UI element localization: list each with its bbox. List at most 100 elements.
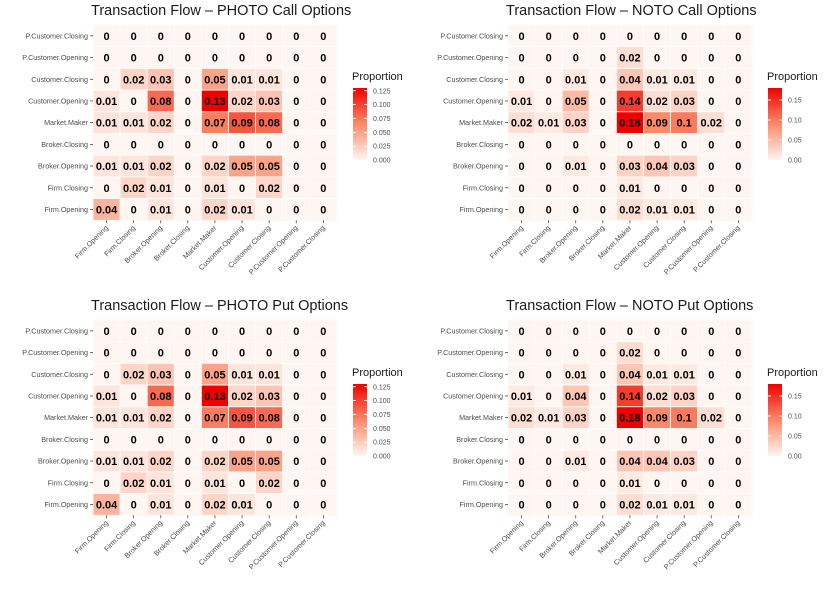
cell-value-label: 0: [600, 499, 606, 511]
cell-value-label: 0: [239, 53, 245, 65]
heatmap-panel-3: Transaction Flow – PHOTO Put Options 0 0 0 0…: [22, 298, 403, 571]
cell-value-label: 0: [681, 434, 687, 446]
cell-value-label: 0: [708, 434, 714, 446]
cell-value-label: 0: [103, 478, 109, 490]
cell-value-label: 0: [518, 499, 524, 511]
cell-value-label: 0: [573, 326, 579, 338]
cell-value-label: 0: [600, 96, 606, 108]
cell-value-label: 0: [293, 96, 299, 108]
cell-value-label: 0: [212, 326, 218, 338]
cell-value-label: 0: [185, 96, 191, 108]
colorbar-legend: Proportion 0.15 0.10 0.05 0.00: [767, 367, 818, 461]
legend-title: Proportion: [767, 367, 818, 379]
x-tick-label: P.Customer.Closing: [276, 223, 327, 274]
cell-value-label: 0.01: [150, 183, 171, 195]
cell-value-label: 0: [185, 53, 191, 65]
cell-value-label: 0.02: [619, 499, 640, 511]
cell-value-label: 0: [320, 478, 326, 490]
cell-value-label: 0: [600, 413, 606, 425]
cell-value-label: 0: [708, 391, 714, 403]
cell-value-label: 0: [212, 348, 218, 360]
cell-value-label: 0.01: [258, 369, 279, 381]
y-tick-label: Market.Maker: [459, 413, 504, 422]
cell-value-label: 0: [131, 204, 137, 216]
cell-value-label: 0.02: [123, 369, 144, 381]
chart-title: Transaction Flow – NOTO Put Options: [506, 298, 753, 314]
cell-value-label: 0: [293, 413, 299, 425]
cell-value-label: 0: [518, 369, 524, 381]
colorbar-gradient: [768, 88, 782, 160]
cell-value-label: 0.01: [204, 183, 225, 195]
cell-value-label: 0: [600, 204, 606, 216]
cell-value-label: 0: [131, 31, 137, 43]
cell-value-label: 0: [185, 139, 191, 151]
x-tick-label: P.Customer.Opening: [662, 518, 715, 571]
cell-value-label: 0: [735, 118, 741, 130]
cell-value-label: 0.01: [150, 478, 171, 490]
cell-value-label: 0.01: [123, 161, 144, 173]
cell-value-label: 0: [735, 204, 741, 216]
colorbar-tick-label: 0.050: [373, 426, 391, 433]
cell-value-label: 0: [708, 53, 714, 65]
y-tick-label: P.Customer.Opening: [22, 348, 88, 357]
cell-value-label: 0: [600, 183, 606, 195]
cell-value-label: 0.01: [511, 96, 532, 108]
cell-value-label: 0: [320, 456, 326, 468]
cell-value-label: 0: [681, 348, 687, 360]
cell-value-label: 0.05: [258, 161, 279, 173]
cell-value-label: 0: [573, 434, 579, 446]
cell-value-label: 0: [573, 139, 579, 151]
colorbar-tick-label: 0.075: [373, 412, 391, 419]
cell-value-label: 0: [320, 348, 326, 360]
y-tick-label: Market.Maker: [44, 413, 89, 422]
cell-value-label: 0: [212, 53, 218, 65]
y-tick-label: Broker.Closing: [41, 435, 88, 444]
cell-value-label: 0: [293, 499, 299, 511]
cell-value-label: 0: [293, 391, 299, 403]
cell-value-label: 0.13: [204, 96, 225, 108]
legend-title: Proportion: [352, 71, 403, 83]
cell-value-label: 0: [735, 31, 741, 43]
cell-value-label: 0: [293, 183, 299, 195]
cell-value-label: 0: [320, 369, 326, 381]
cell-value-label: 0.02: [701, 413, 722, 425]
cell-value-label: 0.01: [565, 369, 586, 381]
cell-value-label: 0: [131, 434, 137, 446]
cell-value-label: 0: [185, 326, 191, 338]
cell-value-label: 0: [239, 139, 245, 151]
cell-value-label: 0: [239, 326, 245, 338]
cell-value-label: 0.01: [646, 204, 667, 216]
cell-value-label: 0: [518, 74, 524, 86]
cell-value-label: 0: [266, 204, 272, 216]
cell-value-label: 0: [185, 348, 191, 360]
y-tick-label: P.Customer.Opening: [22, 53, 88, 62]
cell-value-label: 0: [103, 326, 109, 338]
cell-value-label: 0: [185, 118, 191, 130]
colorbar-tick-label: 0.025: [373, 440, 391, 447]
cell-value-label: 0.08: [258, 413, 279, 425]
cell-value-label: 0: [518, 204, 524, 216]
cell-value-label: 0.18: [619, 413, 640, 425]
cell-value-label: 0: [735, 53, 741, 65]
cell-value-label: 0: [103, 53, 109, 65]
cell-value-label: 0: [212, 31, 218, 43]
cell-value-label: 0: [185, 161, 191, 173]
cell-value-label: 0: [103, 348, 109, 360]
cell-value-label: 0.01: [231, 74, 252, 86]
cell-value-label: 0.01: [96, 118, 117, 130]
cell-value-label: 0: [185, 434, 191, 446]
cell-value-label: 0: [546, 183, 552, 195]
cell-value-label: 0: [158, 31, 164, 43]
x-tick-label: P.Customer.Opening: [247, 518, 300, 571]
y-tick-label: Broker.Closing: [456, 435, 503, 444]
cell-value-label: 0.02: [204, 161, 225, 173]
cell-value-label: 0: [239, 478, 245, 490]
cell-value-label: 0: [518, 183, 524, 195]
y-tick-label: Broker.Closing: [41, 140, 88, 149]
cell-value-label: 0: [627, 326, 633, 338]
cell-value-label: 0: [735, 456, 741, 468]
cell-value-label: 0: [735, 74, 741, 86]
cell-value-label: 0.18: [619, 118, 640, 130]
cell-value-label: 0.03: [673, 391, 694, 403]
cell-value-label: 0: [600, 161, 606, 173]
